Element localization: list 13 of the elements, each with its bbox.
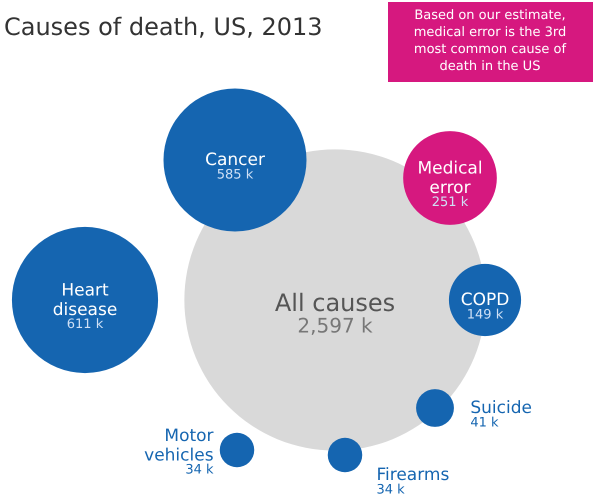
data-label: 34 k (376, 482, 406, 498)
data-label: 34 k (185, 462, 214, 478)
text: Based on our estimate, medical error is the 3rd most common cause of death in the US (414, 8, 566, 74)
data-label: 149 k (466, 308, 504, 323)
text: Causes of death, US, 2013 (4, 13, 323, 41)
category-label: Cancer (205, 150, 265, 170)
category-label: Firearms (376, 465, 450, 485)
data-label: 41 k (470, 416, 500, 431)
category-label: Suicide (470, 398, 532, 418)
data-label: 251 k (432, 195, 469, 210)
data-label: 585 k (216, 168, 254, 183)
category-label: COPD (460, 290, 510, 310)
data-label: 611 k (66, 317, 104, 332)
